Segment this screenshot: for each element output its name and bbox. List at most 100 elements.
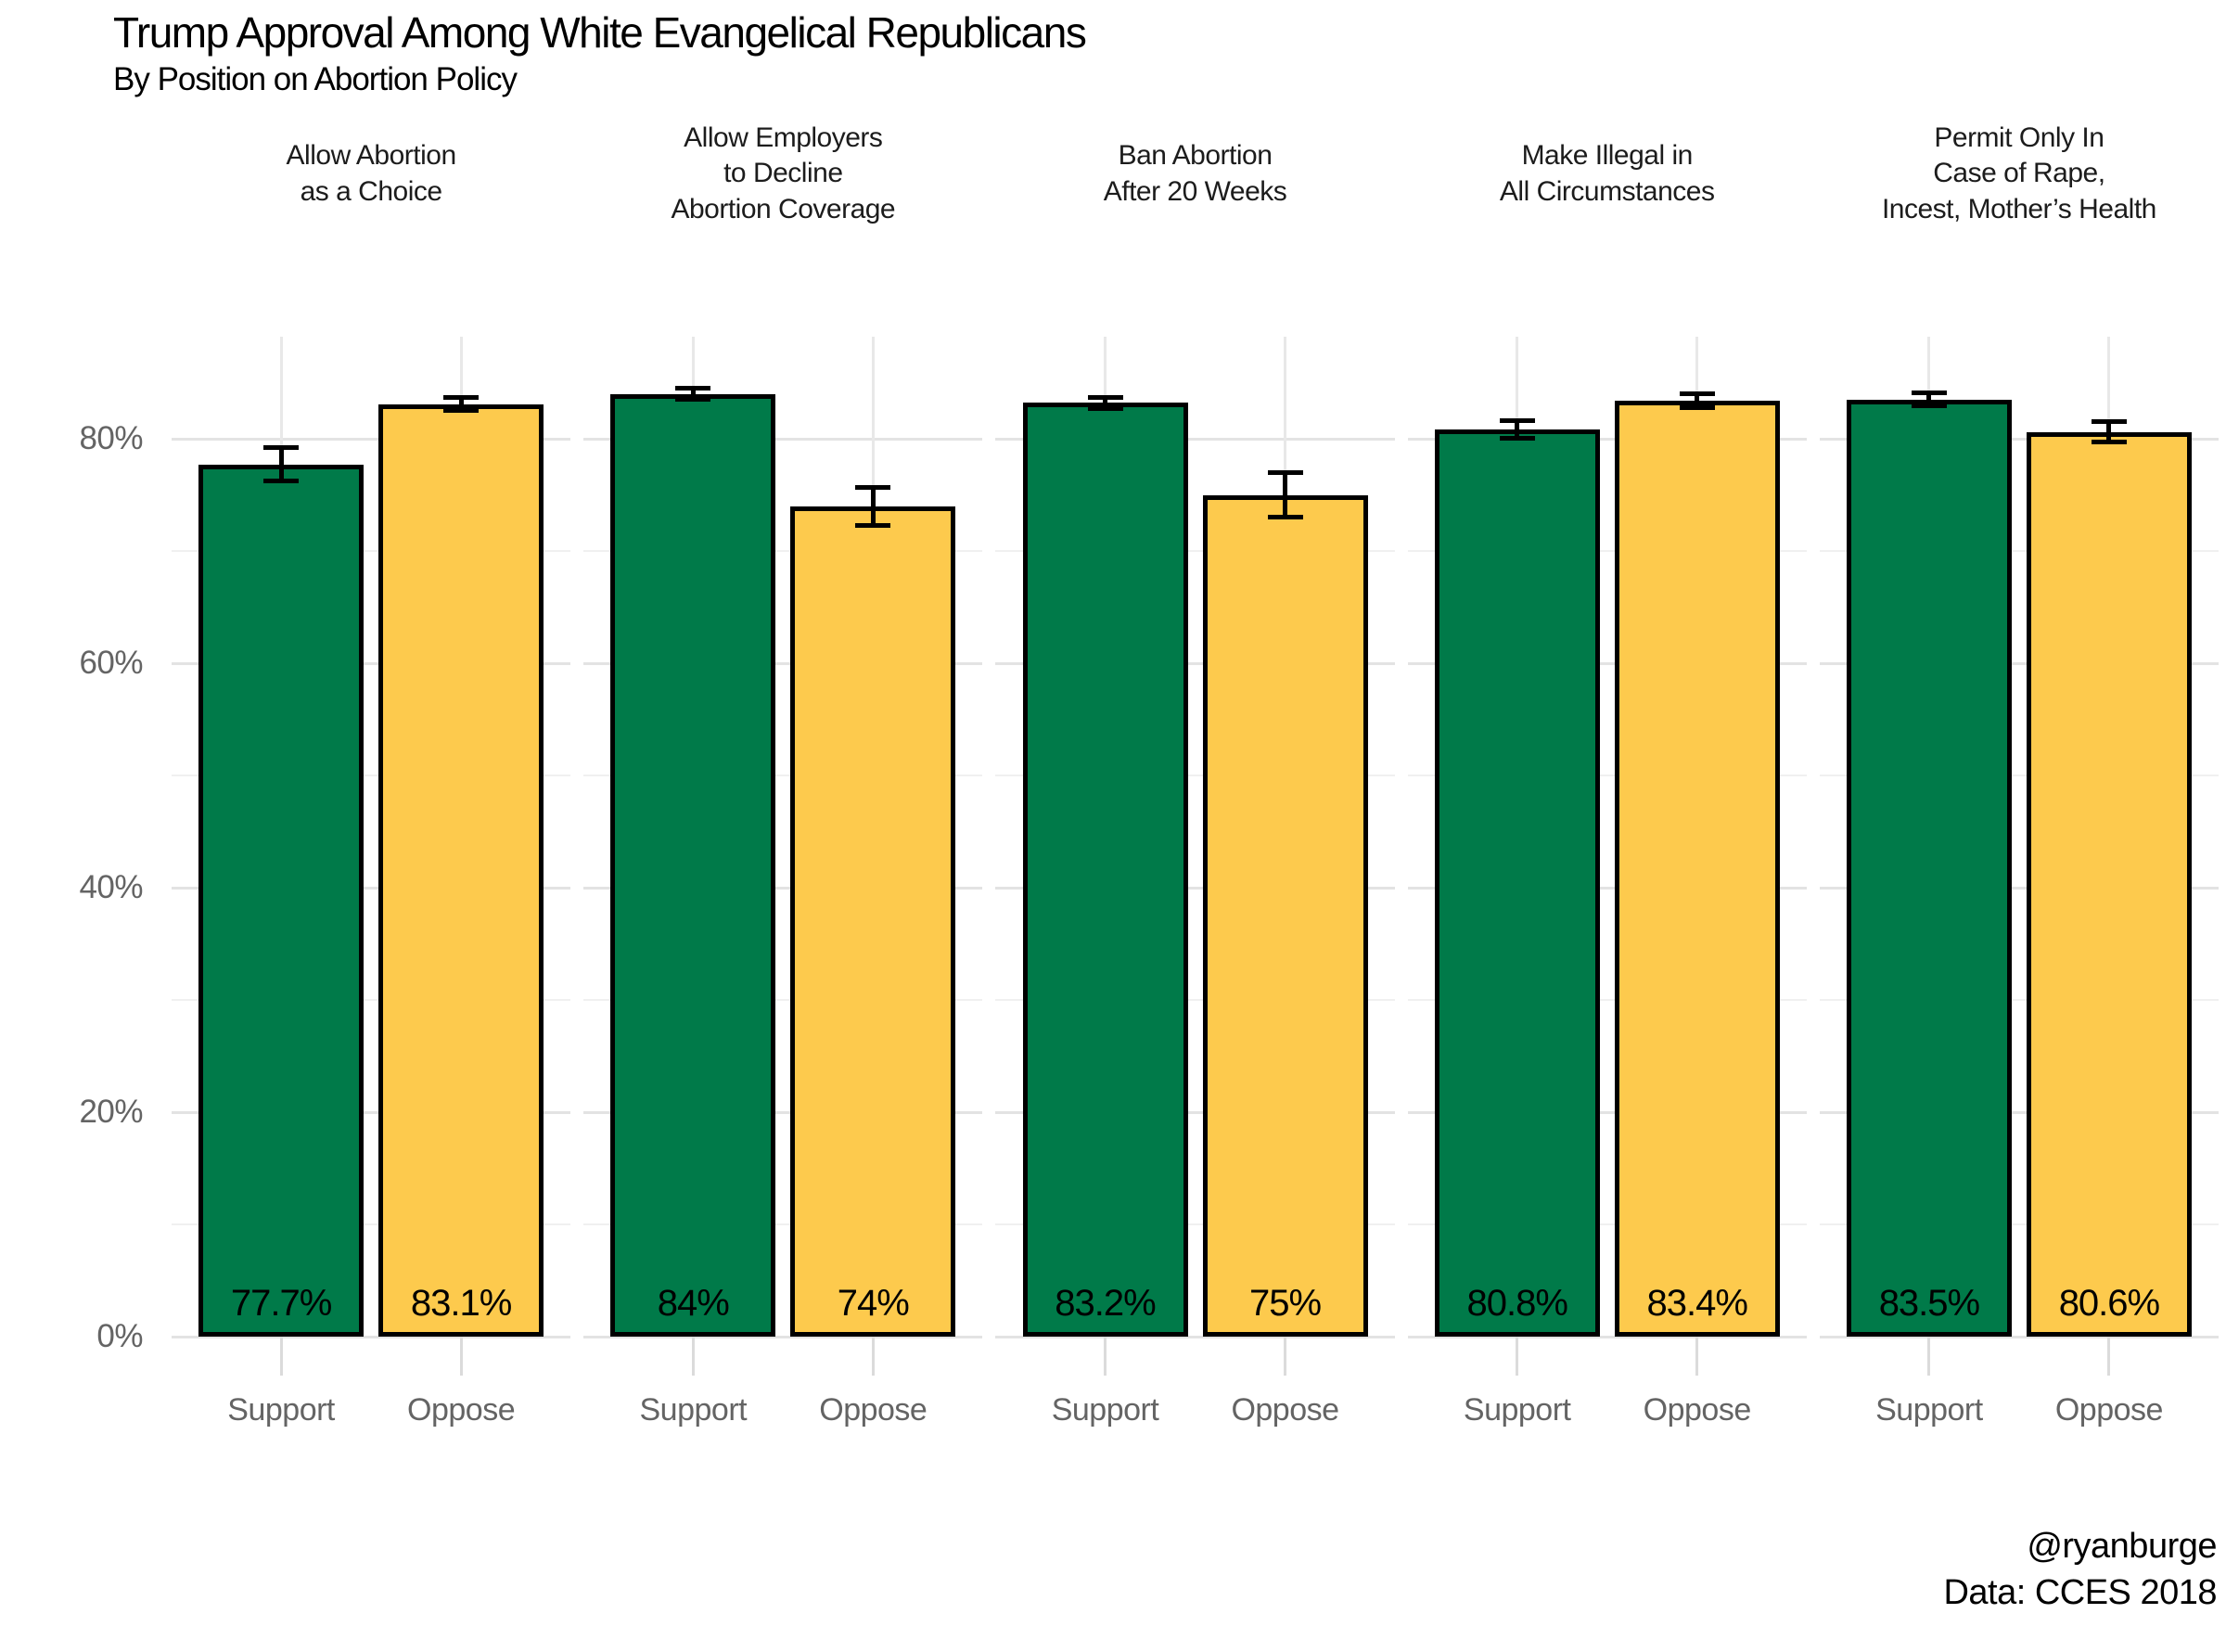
value-label: 84% bbox=[657, 1283, 730, 1324]
error-bar bbox=[1679, 391, 1715, 410]
bar-oppose: 83.1% bbox=[378, 394, 544, 1337]
error-bar-cap-top bbox=[1911, 390, 1947, 395]
bars-row: 77.7% 83.1% bbox=[172, 337, 570, 1337]
gridline-major bbox=[995, 661, 1395, 665]
facet-title: Allow Employers to Decline Abortion Cove… bbox=[671, 122, 896, 224]
x-tick bbox=[1284, 1337, 1286, 1376]
bar-oppose: 74% bbox=[790, 484, 956, 1337]
error-bar bbox=[263, 445, 300, 484]
x-tick-slot bbox=[1847, 1337, 2012, 1377]
gridline-major bbox=[583, 437, 983, 441]
facet-spacer bbox=[583, 232, 982, 337]
x-tick-label: Oppose bbox=[2054, 1392, 2164, 1428]
gridline-major bbox=[1407, 1335, 1807, 1338]
gridline-minor bbox=[1819, 1223, 2220, 1225]
bar-support: 83.2% bbox=[1022, 394, 1188, 1337]
bar-slot: 84% bbox=[610, 337, 776, 1337]
x-ticks-row bbox=[583, 1337, 982, 1377]
bar-oppose: 83.4% bbox=[1614, 391, 1780, 1337]
caption: @ryanburge Data: CCES 2018 bbox=[1943, 1523, 2217, 1616]
gridline-major bbox=[1819, 437, 2220, 441]
x-ticks-row bbox=[1820, 1337, 2219, 1377]
bar-slot: 77.7% bbox=[198, 337, 365, 1337]
value-label: 75% bbox=[1248, 1283, 1322, 1324]
x-tick-slot bbox=[2027, 1337, 2192, 1377]
error-bar-cap-top bbox=[2091, 419, 2127, 425]
value-label: 77.7% bbox=[230, 1283, 332, 1324]
y-tick-label: 0% bbox=[96, 1318, 143, 1354]
x-tick bbox=[1104, 1337, 1107, 1376]
error-bar bbox=[443, 394, 480, 414]
x-ticks-row bbox=[995, 1337, 1394, 1377]
x-tick-slot bbox=[198, 1337, 364, 1377]
bar-slot: 80.6% bbox=[2026, 337, 2192, 1337]
facet-spacer bbox=[172, 232, 570, 337]
gridline-minor bbox=[1407, 999, 1807, 1001]
error-bar-cap-bottom bbox=[855, 522, 891, 528]
gridline-major bbox=[583, 1335, 983, 1338]
gridline-major bbox=[1407, 661, 1807, 665]
x-labels-row: Support Oppose bbox=[172, 1392, 570, 1428]
x-tick-slot bbox=[378, 1337, 544, 1377]
bar-slot: 74% bbox=[790, 337, 956, 1337]
error-bar-cap-top bbox=[675, 386, 711, 391]
x-tick-label: Oppose bbox=[819, 1392, 928, 1428]
bar-slot: 83.1% bbox=[378, 337, 544, 1337]
gridline-major bbox=[172, 1335, 571, 1338]
facet-title: Make Illegal in All Circumstances bbox=[1499, 140, 1715, 207]
bar-oppose: 75% bbox=[1202, 469, 1368, 1337]
y-axis: 0% 20% 40% 60% 80% bbox=[0, 337, 156, 1354]
gridline-minor bbox=[995, 775, 1395, 776]
y-tick-label: 40% bbox=[79, 869, 143, 905]
error-bar-cap-bottom bbox=[263, 479, 300, 484]
bar-slot: 80.8% bbox=[1434, 337, 1600, 1337]
x-tick bbox=[2107, 1337, 2111, 1376]
error-bar-cap-top bbox=[855, 484, 891, 490]
x-tick bbox=[691, 1337, 695, 1376]
error-bar-cap-bottom bbox=[1911, 403, 1947, 409]
error-bar-cap-bottom bbox=[1499, 436, 1535, 442]
gridline-major bbox=[172, 437, 571, 441]
gridline-minor bbox=[583, 775, 983, 776]
error-bar bbox=[1087, 394, 1123, 411]
facet-panel: 80.8% 83.4% bbox=[1407, 337, 1807, 1338]
x-tick bbox=[1516, 1337, 1519, 1376]
bars-row: 83.5% 80.6% bbox=[1820, 337, 2219, 1337]
gridline-minor bbox=[995, 999, 1395, 1001]
error-bar bbox=[1499, 418, 1535, 442]
x-tick-slot bbox=[1435, 1337, 1600, 1377]
error-bar bbox=[1267, 469, 1303, 520]
y-tick-label: 60% bbox=[79, 645, 143, 681]
x-tick-slot bbox=[610, 1337, 775, 1377]
x-tick-label: Support bbox=[1051, 1392, 1159, 1428]
x-labels-row: Support Oppose bbox=[1820, 1392, 2219, 1428]
x-tick bbox=[871, 1337, 875, 1376]
x-tick-slot bbox=[790, 1337, 955, 1377]
gridline-minor bbox=[172, 550, 571, 552]
bars-row: 80.8% 83.4% bbox=[1408, 337, 1807, 1337]
error-bar-cap-bottom bbox=[1679, 404, 1715, 410]
error-bar-cap-top bbox=[263, 445, 300, 451]
x-tick-label: Support bbox=[227, 1392, 335, 1428]
error-bar-cap-top bbox=[1499, 418, 1535, 424]
value-label: 83.4% bbox=[1646, 1283, 1747, 1324]
gridline-major bbox=[1407, 886, 1807, 890]
x-tick-label: Oppose bbox=[407, 1392, 516, 1428]
gridline-minor bbox=[583, 1223, 983, 1225]
x-tick bbox=[1695, 1337, 1699, 1376]
error-bar-cap-bottom bbox=[443, 408, 480, 414]
x-tick bbox=[279, 1337, 283, 1376]
gridline-major bbox=[995, 886, 1395, 890]
facet-panel: 84% 74% bbox=[583, 337, 983, 1338]
value-label: 83.5% bbox=[1878, 1283, 1980, 1324]
gridline-major bbox=[1407, 1110, 1807, 1114]
gridline-major bbox=[1819, 1335, 2220, 1338]
error-bar-cap-bottom bbox=[675, 397, 711, 403]
chart-title: Trump Approval Among White Evangelical R… bbox=[113, 8, 1087, 57]
x-labels-row: Support Oppose bbox=[995, 1392, 1394, 1428]
bar-slot: 83.5% bbox=[1846, 337, 2012, 1337]
gridline-minor bbox=[1819, 999, 2220, 1001]
facet-panel: 83.5% 80.6% bbox=[1819, 337, 2220, 1338]
gridline-minor bbox=[583, 999, 983, 1001]
